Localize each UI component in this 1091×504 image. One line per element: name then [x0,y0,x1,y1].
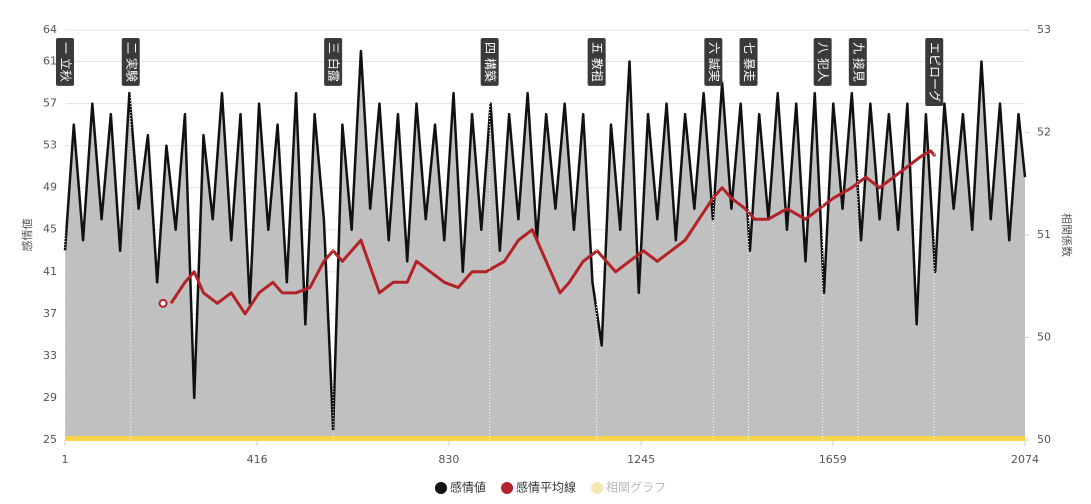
y-tick-label: 57 [43,97,57,110]
annotation-box [925,38,944,107]
annotation: 六 誠実 [704,38,723,86]
annotation-box [739,38,758,86]
y2-tick-label: 50 [1037,433,1051,446]
x-tick-label: 416 [247,453,268,466]
y-tick-label: 29 [43,391,57,404]
y-axis-title: 感情値 [21,219,34,252]
y2-tick-label: 50 [1037,331,1051,344]
x-tick-label: 1 [62,453,69,466]
annotation: エピローグ [925,38,944,107]
y-tick-label: 45 [43,223,57,236]
y2-tick-label: 51 [1037,228,1051,241]
annotation: 八 犯人 [813,38,832,86]
legend-marker [435,482,447,494]
line [169,149,937,316]
y-tick-label: 33 [43,349,57,362]
y-tick-label: 25 [43,433,57,446]
annotation-box [813,38,832,86]
legend-label[interactable]: 感情平均線 [516,480,576,495]
legend-marker [591,482,604,494]
legend-label[interactable]: 相関グラフ [606,481,666,495]
start-point [158,298,168,308]
annotation-box [704,38,723,86]
area [65,51,1025,441]
y-tick-label: 37 [43,307,57,320]
annotation-box [324,38,343,86]
y2-tick-label: 53 [1037,23,1051,36]
annotation-label: 六 誠実 [707,42,722,82]
annotation-label: 四 構築 [483,42,498,82]
annotation-box [121,38,140,86]
annotation: 一 立秋 [56,38,74,86]
y-tick-label: 64 [43,23,57,36]
baseline-band [65,436,1025,441]
annotation-label: エピローグ [928,42,942,102]
annotation-box [587,38,606,86]
y-tick-label: 61 [43,55,57,68]
annotation-box [848,38,867,86]
annotation-label: 七 暴走 [742,42,756,82]
annotation: 四 構築 [480,38,499,86]
annotation: 七 暴走 [739,38,758,86]
annotation-label: 三 白露 [327,42,342,82]
x-tick-label: 1659 [819,453,847,466]
y2-axis-title: 相関係数 [1060,213,1073,257]
annotation-label: 一 立秋 [59,42,74,82]
y-tick-label: 53 [43,139,57,152]
annotation-box [56,38,74,86]
annotation: 三 白露 [324,38,343,86]
y2-tick-label: 52 [1037,126,1051,139]
legend-marker [501,482,514,494]
annotation: 二 実験 [121,38,140,86]
y-tick-label: 41 [43,265,57,278]
line [63,49,1027,431]
annotation-label: 二 実験 [124,42,139,82]
annotation: 九 接見 [848,38,867,86]
annotation-box [480,38,499,86]
annotation: 五 教祖 [587,38,606,86]
legend-label[interactable]: 感情値 [450,480,486,495]
x-tick-label: 2074 [1011,453,1039,466]
y-tick-label: 49 [43,181,57,194]
annotation-label: 九 接見 [851,42,866,82]
annotation-label: 五 教祖 [590,42,605,82]
annotation-label: 八 犯人 [816,42,830,82]
x-tick-label: 1245 [627,453,655,466]
x-tick-label: 830 [438,453,459,466]
